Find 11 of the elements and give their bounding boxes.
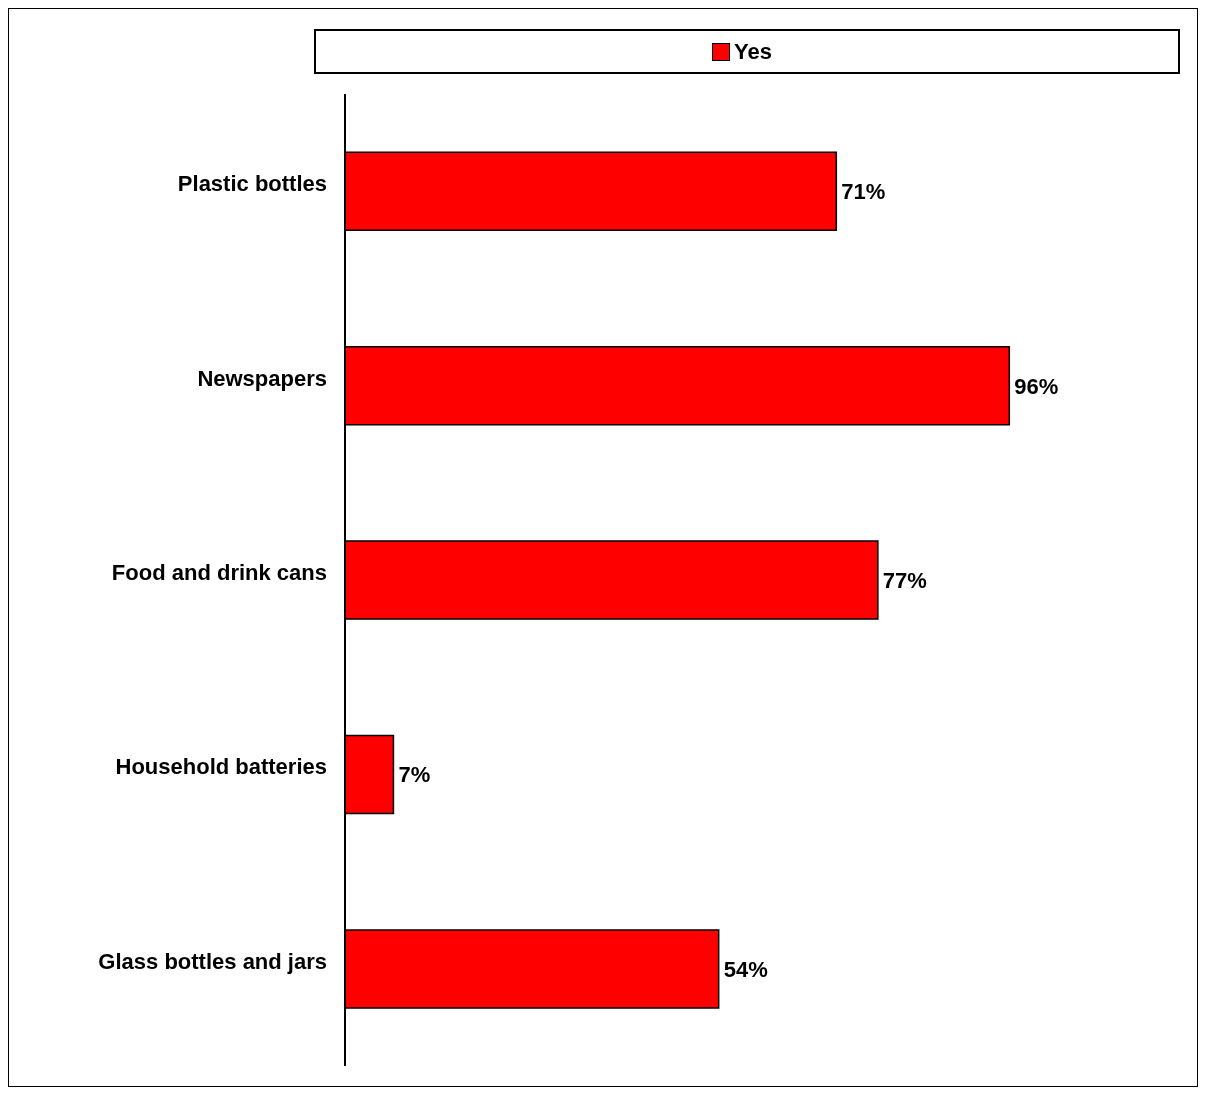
y-tick-label: Food and drink cans — [111, 560, 327, 585]
y-tick-label: Plastic bottles — [177, 171, 327, 197]
data-label: 96% — [1014, 373, 1059, 399]
legend-label: Yes — [733, 38, 772, 65]
data-label: 7% — [398, 762, 431, 788]
y-tick-label: Household batteries — [115, 754, 327, 780]
data-label: 71% — [841, 179, 886, 205]
y-tick-label: Glass bottles and jars — [98, 948, 327, 974]
data-label: 77% — [882, 567, 927, 593]
y-tick-label: Newspapers — [197, 365, 327, 391]
data-label: 54% — [723, 956, 768, 982]
